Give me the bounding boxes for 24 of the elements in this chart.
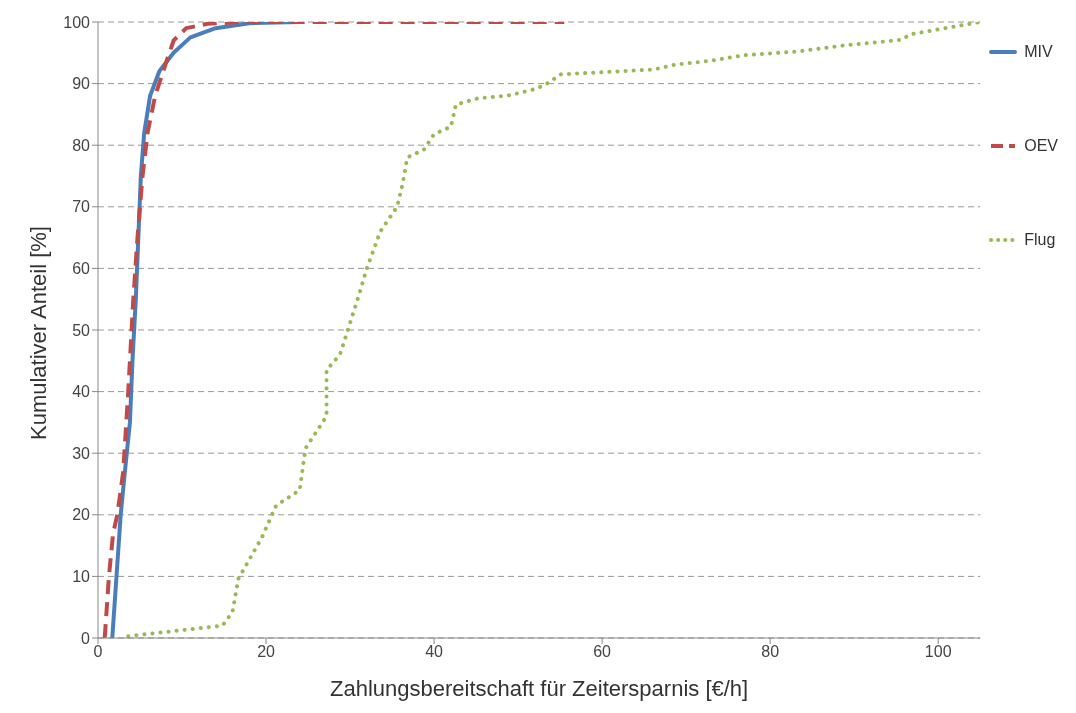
y-tick-label: 30 <box>72 444 91 462</box>
y-tick-label: 60 <box>72 260 91 278</box>
legend-label: OEV <box>1024 137 1058 155</box>
y-tick-label: 40 <box>72 383 91 401</box>
legend-label: Flug <box>1024 231 1056 249</box>
y-tick-label: 20 <box>72 506 91 524</box>
y-tick-label: 70 <box>72 198 91 216</box>
line-series <box>126 22 981 638</box>
x-tick-label: 40 <box>425 643 444 661</box>
y-tick-label: 80 <box>72 136 91 154</box>
x-tick-label: 20 <box>257 643 276 661</box>
x-axis-title: Zahlungsbereitschaft für Zeitersparnis [€/h] <box>329 676 749 701</box>
y-tick-label: 90 <box>72 75 91 93</box>
y-tick-label: 100 <box>63 13 91 31</box>
line-series <box>102 22 567 638</box>
legend-label: MIV <box>1024 43 1053 61</box>
y-tick-label: 0 <box>81 629 91 647</box>
y-axis-title: Kumulativer Anteil [%] <box>25 226 51 440</box>
y-tick-label: 50 <box>72 321 91 339</box>
y-tick-label: 10 <box>72 568 91 586</box>
x-tick-label: 100 <box>924 643 952 661</box>
x-tick-label: 0 <box>93 643 103 661</box>
x-tick-label: 60 <box>593 643 612 661</box>
x-tick-label: 80 <box>761 643 780 661</box>
